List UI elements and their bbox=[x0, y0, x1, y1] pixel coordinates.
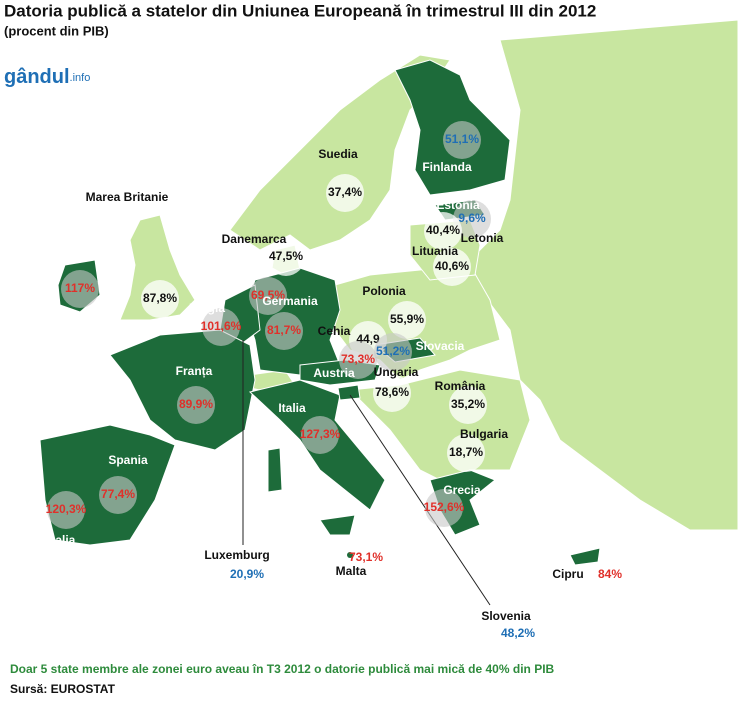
country-name: Portugalia bbox=[17, 533, 76, 547]
value-bubble bbox=[433, 248, 471, 286]
value-bubble bbox=[425, 489, 463, 527]
subtitle: (procent din PIB) bbox=[4, 23, 109, 38]
value-bubble bbox=[424, 212, 462, 250]
value-bubble bbox=[447, 434, 485, 472]
country-name: Bulgaria bbox=[460, 427, 508, 441]
france bbox=[109, 329, 256, 451]
value-bubble bbox=[202, 308, 240, 346]
country-value: 18,7% bbox=[449, 445, 483, 459]
country-value: 35,2% bbox=[451, 397, 485, 411]
value-bubble bbox=[374, 333, 412, 371]
country-value: 87,8% bbox=[143, 291, 177, 305]
country-value: 120,3% bbox=[46, 502, 87, 516]
country-name: România bbox=[435, 379, 486, 393]
country-value: 37,4% bbox=[328, 185, 362, 199]
country-value: 127,3% bbox=[300, 427, 341, 441]
eastern-landmass bbox=[469, 19, 738, 531]
country-name: Belgia bbox=[189, 301, 225, 315]
country-value: 73,3% bbox=[341, 352, 375, 366]
country-name: Spania bbox=[108, 453, 148, 467]
value-bubble bbox=[177, 386, 215, 424]
country-name: Slovenia bbox=[481, 609, 531, 623]
country-name: Olanda bbox=[197, 273, 238, 287]
value-bubble bbox=[443, 121, 481, 159]
country-value: 78,6% bbox=[375, 385, 409, 399]
value-bubble bbox=[326, 174, 364, 212]
value-bubble bbox=[141, 280, 179, 318]
country-value: 47,5% bbox=[269, 249, 303, 263]
scandinavia bbox=[229, 54, 451, 251]
country-name: Slovacia bbox=[416, 339, 465, 353]
country-value: 152,6% bbox=[424, 500, 465, 514]
footer-note: Doar 5 state membre ale zonei euro aveau… bbox=[10, 662, 555, 676]
country-name: Malta bbox=[336, 564, 367, 578]
slovenia-leader bbox=[349, 394, 491, 606]
country-value: 84% bbox=[598, 567, 622, 581]
country-value: 20,9% bbox=[230, 567, 264, 581]
country-name: Cehia bbox=[318, 324, 351, 338]
country-value: 77,4% bbox=[101, 487, 135, 501]
country-name: Luxemburg bbox=[204, 548, 269, 562]
value-bubble bbox=[265, 312, 303, 350]
value-bubble bbox=[453, 200, 491, 238]
value-bubble bbox=[373, 374, 411, 412]
value-bubble bbox=[99, 476, 137, 514]
value-bubble bbox=[301, 416, 339, 454]
value-bubble bbox=[47, 491, 85, 529]
value-bubble bbox=[339, 341, 377, 379]
country-value: 51,2% bbox=[376, 344, 410, 358]
country-value: 89,9% bbox=[179, 397, 213, 411]
country-name: Finlanda bbox=[422, 160, 472, 174]
country-name: Irlanda bbox=[52, 314, 92, 328]
country-value: 101,6% bbox=[201, 319, 242, 333]
logo-main: gândul bbox=[4, 66, 70, 88]
country-name: Ungaria bbox=[374, 365, 419, 379]
footer-source: Sursă: EUROSTAT bbox=[10, 682, 116, 696]
value-bubble bbox=[249, 277, 287, 315]
cyprus bbox=[569, 547, 601, 566]
logo-suffix: .info bbox=[70, 72, 91, 84]
country-name: Marea Britanie bbox=[86, 190, 169, 204]
country-name: Austria bbox=[313, 366, 355, 380]
country-name: Grecia bbox=[443, 483, 481, 497]
country-value: 73,1% bbox=[349, 550, 383, 564]
value-bubble bbox=[61, 270, 99, 308]
country-name: Danemarca bbox=[222, 232, 287, 246]
logo: gândul.info bbox=[4, 66, 90, 88]
country-name: Italia bbox=[278, 401, 306, 415]
country-name: Lituania bbox=[412, 244, 458, 258]
country-value: 81,7% bbox=[267, 323, 301, 337]
title: Datoria publică a statelor din Uniunea E… bbox=[4, 1, 596, 20]
country-name: Suedia bbox=[318, 147, 358, 161]
country-name: Letonia bbox=[461, 231, 504, 245]
country-value: 40,6% bbox=[435, 259, 469, 273]
country-name: Franța bbox=[176, 364, 213, 378]
slovenia bbox=[337, 384, 361, 401]
country-value: 69,5% bbox=[251, 288, 285, 302]
sardinia bbox=[267, 447, 283, 493]
country-name: Cipru bbox=[552, 567, 583, 581]
value-bubble bbox=[449, 386, 487, 424]
value-bubble bbox=[388, 301, 426, 339]
value-bubble bbox=[267, 238, 305, 276]
sicily bbox=[319, 514, 356, 536]
country-value: 40,4% bbox=[426, 223, 460, 237]
country-name: Polonia bbox=[362, 284, 406, 298]
country-value: 55,9% bbox=[390, 312, 424, 326]
country-value: 9,6% bbox=[458, 211, 486, 225]
country-value: 117% bbox=[65, 281, 95, 295]
country-value: 51,1% bbox=[445, 132, 479, 146]
country-name: Estonia bbox=[436, 198, 480, 212]
malta bbox=[347, 552, 353, 558]
country-name: Germania bbox=[262, 294, 318, 308]
country-value: 48,2% bbox=[501, 626, 535, 640]
